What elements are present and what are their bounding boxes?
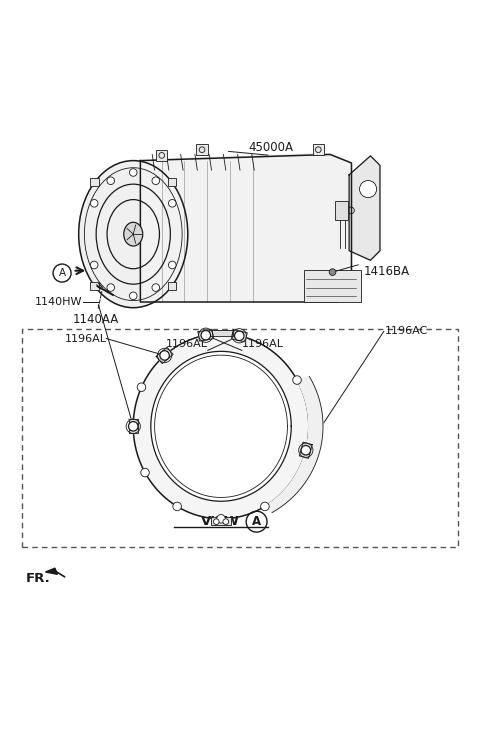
Circle shape xyxy=(152,177,159,184)
Bar xyxy=(156,150,168,161)
Bar xyxy=(90,282,99,291)
Circle shape xyxy=(130,169,137,176)
Bar xyxy=(90,178,99,186)
Polygon shape xyxy=(129,419,138,433)
Circle shape xyxy=(129,421,138,431)
Text: 1196AL: 1196AL xyxy=(65,333,107,344)
Circle shape xyxy=(137,383,146,391)
Bar xyxy=(168,282,176,291)
Circle shape xyxy=(201,330,211,340)
Bar xyxy=(209,330,233,336)
Bar xyxy=(312,145,324,155)
Circle shape xyxy=(360,181,377,197)
Polygon shape xyxy=(133,334,309,519)
Polygon shape xyxy=(231,330,247,342)
Text: 1140AA: 1140AA xyxy=(73,313,120,326)
Text: 1196AL: 1196AL xyxy=(242,339,284,349)
Circle shape xyxy=(53,264,71,282)
Circle shape xyxy=(329,269,336,275)
Circle shape xyxy=(107,284,115,291)
Bar xyxy=(211,517,231,526)
Circle shape xyxy=(130,292,137,299)
Polygon shape xyxy=(300,442,312,458)
Polygon shape xyxy=(46,568,57,574)
Circle shape xyxy=(217,515,225,523)
Circle shape xyxy=(152,284,159,291)
Bar xyxy=(335,201,348,220)
Polygon shape xyxy=(156,347,173,363)
Text: 1416BA: 1416BA xyxy=(363,265,409,278)
Polygon shape xyxy=(79,161,188,308)
Bar xyxy=(304,269,361,302)
Circle shape xyxy=(141,468,149,477)
Circle shape xyxy=(90,200,98,207)
Ellipse shape xyxy=(124,222,143,246)
Circle shape xyxy=(107,177,115,184)
Circle shape xyxy=(214,519,219,525)
Text: A: A xyxy=(252,515,261,528)
Circle shape xyxy=(90,261,98,269)
Polygon shape xyxy=(198,330,214,341)
Text: 1196AC: 1196AC xyxy=(384,327,428,336)
Text: A: A xyxy=(59,268,66,278)
Polygon shape xyxy=(265,377,323,512)
Circle shape xyxy=(301,446,311,455)
Text: 1140HW: 1140HW xyxy=(35,297,83,307)
Text: VIEW: VIEW xyxy=(201,515,240,528)
Circle shape xyxy=(168,261,176,269)
Polygon shape xyxy=(140,154,351,302)
Bar xyxy=(168,178,176,186)
Circle shape xyxy=(293,376,301,385)
Polygon shape xyxy=(349,156,380,261)
Circle shape xyxy=(168,200,176,207)
Polygon shape xyxy=(151,352,291,501)
Circle shape xyxy=(235,331,244,341)
Circle shape xyxy=(261,502,269,511)
Circle shape xyxy=(223,519,228,525)
Circle shape xyxy=(173,502,181,511)
Bar xyxy=(22,329,458,548)
Text: 1196AL: 1196AL xyxy=(166,339,208,349)
Polygon shape xyxy=(152,153,349,170)
Circle shape xyxy=(160,351,169,360)
Text: FR.: FR. xyxy=(25,572,50,584)
Text: 45000A: 45000A xyxy=(248,140,293,153)
Bar xyxy=(196,145,208,155)
